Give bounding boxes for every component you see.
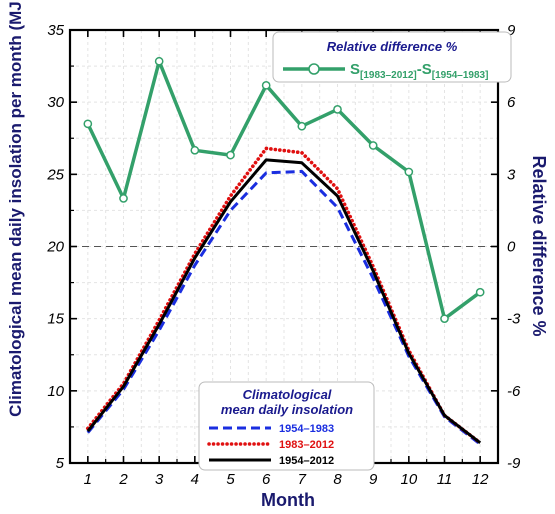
right-tick-label: 0 — [507, 239, 516, 256]
left-tick-label: 30 — [47, 94, 64, 111]
series-point-3 — [190, 145, 200, 155]
legend-label-1983-2012: 1983–2012 — [279, 439, 334, 451]
right-axis-label: Relative difference % — [529, 155, 549, 336]
x-tick-label: 3 — [155, 471, 164, 488]
right-tick-label: -3 — [507, 311, 521, 328]
right-tick-label: 3 — [507, 166, 516, 183]
legend-top-label: S[1983–2012]-S[1954–1983] — [350, 61, 488, 81]
series-line-2 — [86, 158, 482, 444]
series-point-3 — [333, 105, 342, 114]
x-axis-label: Month — [261, 490, 315, 510]
left-tick-label: 35 — [47, 22, 64, 39]
series-line-3 — [86, 59, 482, 321]
left-tick-label: 20 — [46, 239, 64, 256]
x-tick-label: 1 — [84, 471, 92, 488]
series-point-3 — [368, 141, 378, 150]
x-tick-label: 2 — [118, 471, 128, 488]
series-point-3 — [83, 119, 93, 129]
right-tick-label: -9 — [507, 455, 521, 472]
right-tick-label: 9 — [507, 22, 516, 39]
legend-relative-difference: Relative difference % S[1983–2012]-S[195… — [272, 31, 512, 83]
legend-bottom-title-2: mean daily insolation — [221, 402, 353, 417]
series-point-3 — [154, 56, 164, 66]
left-tick-label: 25 — [46, 166, 64, 183]
series-point-3 — [475, 287, 485, 297]
legend-top-title: Relative difference % — [327, 39, 458, 54]
series-point-3 — [261, 80, 271, 90]
x-tick-label: 11 — [437, 471, 453, 488]
right-tick-label: 6 — [507, 94, 516, 111]
x-tick-label: 7 — [298, 471, 307, 488]
right-tick-label: -6 — [507, 383, 521, 400]
x-tick-label: 9 — [369, 471, 378, 488]
left-tick-label: 15 — [47, 311, 64, 328]
legend-bottom-title-1: Climatological — [243, 387, 332, 402]
legend-top-marker — [308, 63, 320, 75]
legend-label-1954-1983: 1954–1983 — [279, 423, 334, 435]
x-tick-label: 8 — [333, 471, 342, 488]
left-tick-label: 10 — [47, 383, 64, 400]
series-point-3 — [226, 150, 235, 160]
x-tick-label: 10 — [400, 471, 417, 488]
series-layer — [83, 56, 485, 446]
legend-label-1954-2012: 1954–2012 — [279, 455, 334, 467]
x-tick-label: 12 — [472, 471, 489, 488]
left-tick-label: 5 — [56, 455, 65, 472]
left-axis-label: Climatological mean daily insolation per… — [6, 0, 25, 417]
series-point-3 — [119, 194, 128, 203]
series-point-3 — [297, 121, 307, 131]
x-tick-label: 5 — [226, 471, 235, 488]
x-tick-label: 4 — [191, 471, 199, 488]
series-point-3 — [404, 167, 414, 177]
x-tick-label: 6 — [262, 471, 271, 488]
legend-insolation: Climatological mean daily insolation 195… — [198, 381, 375, 471]
series-point-3 — [440, 314, 449, 324]
legend-bottom-box — [198, 381, 375, 471]
